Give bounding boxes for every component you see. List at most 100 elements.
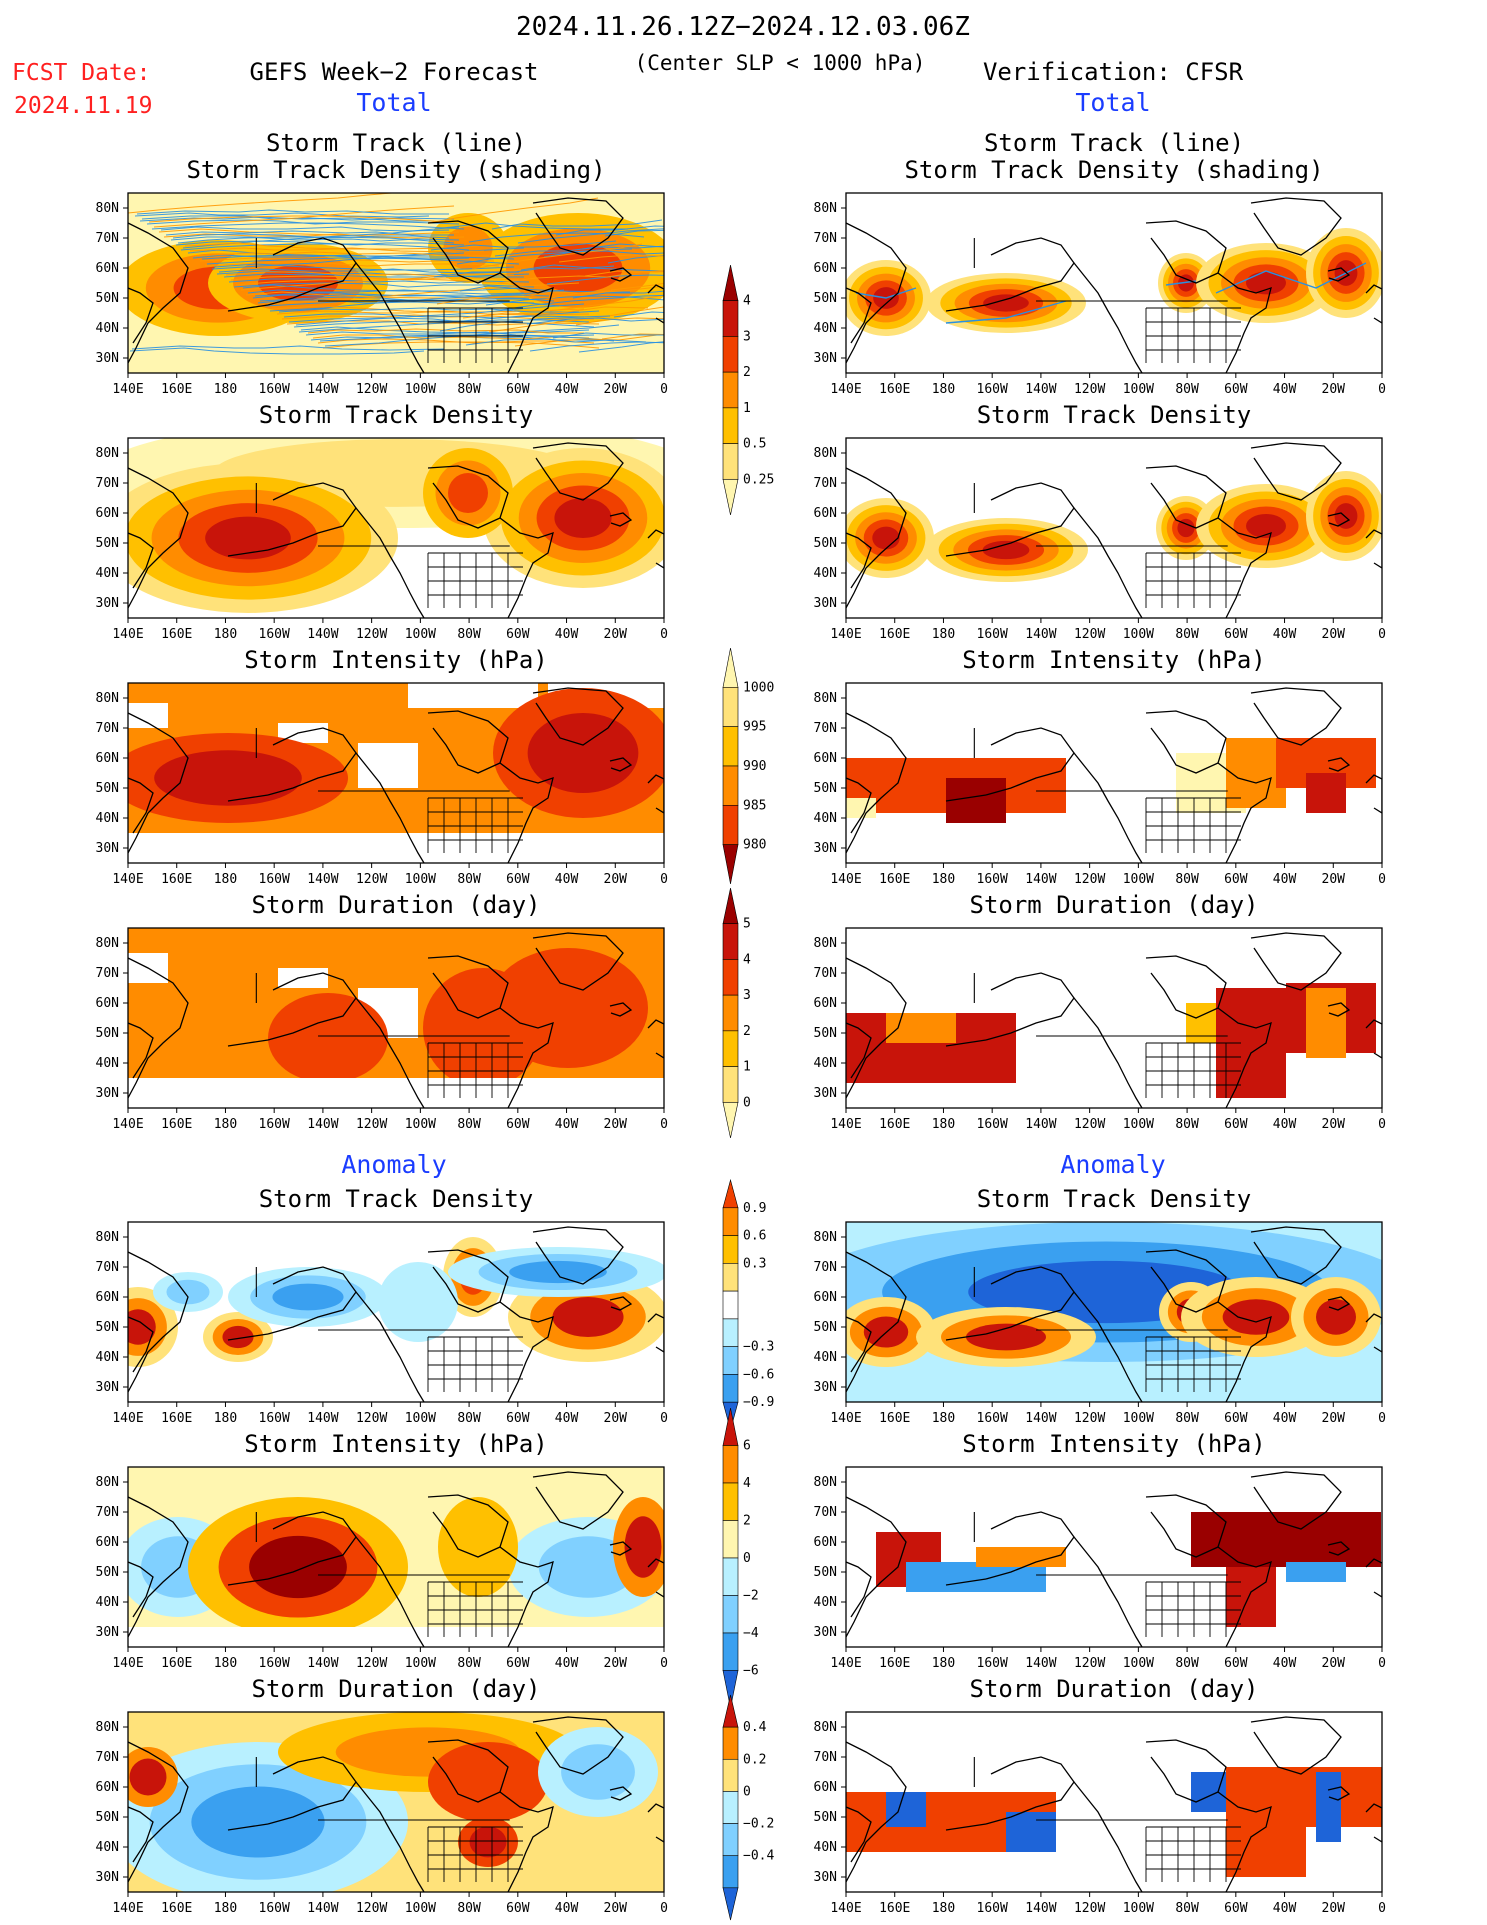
lon-tick-label: 100W — [1123, 627, 1154, 642]
colorbar-label: −0.3 — [743, 1340, 774, 1355]
lat-tick-label: 50N — [814, 1810, 837, 1825]
lon-tick-label: 120W — [356, 1656, 387, 1671]
colorbar-label: −0.9 — [743, 1395, 774, 1410]
lon-tick-label: 160W — [977, 1411, 1008, 1426]
lon-tick-label: 80W — [1175, 1411, 1199, 1426]
map-frame — [127, 1221, 665, 1403]
lat-tick-label: 50N — [96, 1810, 119, 1825]
map-panel-left-density: Storm Track Density 80N 70N 60N 50N 40N 30N 140… — [96, 401, 668, 642]
colorbar-label: 4 — [743, 952, 751, 967]
colorbar-label: 3 — [743, 988, 751, 1003]
lon-tick-label: 140E — [112, 1901, 143, 1916]
lon-tick-label: 140E — [112, 1656, 143, 1671]
lon-tick-label: 140E — [830, 1901, 861, 1916]
lon-tick-label: 180 — [932, 1901, 955, 1916]
lon-tick-label: 100W — [405, 1656, 436, 1671]
lat-tick-label: 40N — [96, 566, 119, 581]
lon-tick-label: 60W — [1224, 872, 1248, 887]
lat-tick-label: 30N — [96, 1086, 119, 1101]
lon-tick-label: 180 — [932, 627, 955, 642]
lat-tick-label: 70N — [96, 1260, 119, 1275]
lon-tick-label: 100W — [1123, 1117, 1154, 1132]
lon-tick-label: 140W — [307, 1901, 338, 1916]
lon-tick-label: 180 — [932, 872, 955, 887]
map-panel-left-intensity: Storm Intensity (hPa) 80N 70N 60N 50N 40N 30N 1… — [96, 646, 668, 887]
lat-tick-label: 70N — [814, 476, 837, 491]
lon-tick-label: 120W — [1074, 1656, 1105, 1671]
lat-tick-label: 80N — [96, 446, 119, 461]
lat-tick-label: 50N — [96, 291, 119, 306]
fcst-date-value: 2024.11.19 — [14, 93, 152, 119]
lon-tick-label: 180 — [214, 1656, 237, 1671]
map-panels: Storm Track (line)Storm Track Density (s… — [96, 129, 1386, 1916]
panel-title: Storm Track (line) — [266, 129, 526, 157]
map-panel-right-anom-density: Storm Track Density 80N 70N 60N 50N 40N 30N 140… — [814, 1185, 1386, 1426]
criterion-subtitle: (Center SLP < 1000 hPa) — [635, 51, 926, 75]
lon-tick-label: 140W — [1025, 1117, 1056, 1132]
map-frame — [127, 192, 665, 374]
lon-tick-label: 180 — [932, 382, 955, 397]
lon-tick-label: 20W — [604, 1901, 628, 1916]
colorbar-label: −0.4 — [743, 1849, 774, 1864]
lon-tick-label: 120W — [356, 872, 387, 887]
lon-tick-label: 100W — [1123, 1901, 1154, 1916]
lon-tick-label: 60W — [1224, 382, 1248, 397]
lon-tick-label: 40W — [555, 1656, 579, 1671]
lon-tick-label: 0 — [660, 1656, 668, 1671]
panel-title: Storm Duration (day) — [970, 891, 1259, 919]
lon-tick-label: 0 — [1378, 872, 1386, 887]
lon-tick-label: 40W — [1273, 1901, 1297, 1916]
map-field — [128, 928, 664, 1108]
lon-tick-label: 140W — [307, 872, 338, 887]
lon-tick-label: 160W — [259, 382, 290, 397]
lat-tick-label: 60N — [96, 506, 119, 521]
lat-tick-label: 60N — [96, 1780, 119, 1795]
lon-tick-label: 0 — [660, 872, 668, 887]
lon-tick-label: 0 — [1378, 1656, 1386, 1671]
lon-tick-label: 180 — [214, 1117, 237, 1132]
lon-tick-label: 40W — [555, 627, 579, 642]
lon-tick-label: 60W — [1224, 1656, 1248, 1671]
lon-tick-label: 0 — [660, 627, 668, 642]
lat-tick-label: 70N — [96, 1505, 119, 1520]
lon-tick-label: 80W — [1175, 1901, 1199, 1916]
colorbar-duration-anom: 0.4 0.2 0 −0.2 −0.4 — [722, 1694, 774, 1921]
map-field — [128, 438, 664, 618]
lon-tick-label: 20W — [604, 1656, 628, 1671]
colorbar-label: 985 — [743, 798, 766, 813]
lon-tick-label: 160W — [259, 1656, 290, 1671]
lat-tick-label: 80N — [96, 691, 119, 706]
lon-tick-label: 0 — [1378, 1117, 1386, 1132]
lon-tick-label: 140W — [307, 382, 338, 397]
lon-tick-label: 60W — [506, 872, 530, 887]
lon-tick-label: 20W — [604, 872, 628, 887]
map-frame — [127, 437, 665, 619]
lat-tick-label: 80N — [96, 201, 119, 216]
lat-tick-label: 60N — [814, 506, 837, 521]
lon-tick-label: 160W — [977, 1117, 1008, 1132]
lon-tick-label: 140E — [830, 1411, 861, 1426]
map-panel-right-track: Storm Track (line)Storm Track Density (s… — [814, 129, 1386, 397]
map-panel-left-duration: Storm Duration (day) 80N 70N 60N 50N 40N 30N 14… — [96, 891, 668, 1132]
lat-tick-label: 80N — [814, 446, 837, 461]
lat-tick-label: 60N — [814, 261, 837, 276]
map-field — [128, 1467, 664, 1647]
lat-tick-label: 30N — [96, 1625, 119, 1640]
lat-tick-label: 50N — [96, 1026, 119, 1041]
lon-tick-label: 140E — [830, 872, 861, 887]
colorbar-label: 1 — [743, 1060, 751, 1075]
lon-tick-label: 140E — [830, 627, 861, 642]
left-column-title: GEFS Week−2 Forecast — [250, 58, 539, 86]
lon-tick-label: 60W — [506, 382, 530, 397]
lat-tick-label: 50N — [814, 1320, 837, 1335]
lon-tick-label: 160W — [259, 1117, 290, 1132]
lat-tick-label: 30N — [96, 351, 119, 366]
colorbar-label: 4 — [743, 1476, 751, 1491]
panel-title: Storm Track Density — [977, 401, 1252, 429]
lon-tick-label: 120W — [356, 1901, 387, 1916]
map-field — [846, 687, 1382, 863]
colorbar-label: −2 — [743, 1589, 759, 1604]
lon-tick-label: 100W — [405, 1411, 436, 1426]
lon-tick-label: 100W — [405, 1901, 436, 1916]
lat-tick-label: 60N — [96, 261, 119, 276]
